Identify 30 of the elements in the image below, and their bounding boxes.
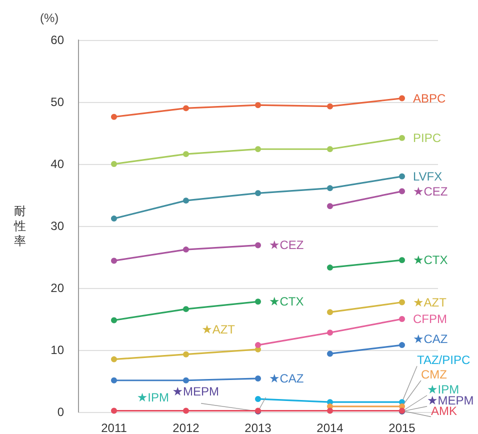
x-tick-label: 2014 — [316, 421, 344, 434]
text: ★MEPM — [172, 384, 219, 398]
series-label: ★CEZ — [269, 238, 304, 252]
series-label: ★AZT — [413, 295, 448, 310]
text: (%) — [40, 11, 59, 25]
x-tick-label: 2015 — [388, 421, 416, 434]
x-tick-label: 2013 — [244, 421, 272, 434]
series-label: ★CTX — [269, 294, 304, 309]
y-tick-label: 60 — [50, 33, 64, 47]
series-label: ★CTX — [413, 253, 448, 268]
y-tick-label: 40 — [50, 157, 64, 171]
text: TAZ/PIPC — [417, 353, 470, 368]
y-tick-label: 50 — [50, 95, 64, 109]
y-tick-label: 0 — [57, 405, 64, 419]
series-label: ABPC — [413, 91, 446, 106]
series-label: PIPC — [413, 130, 442, 145]
series-label: ★CAZ — [413, 332, 448, 346]
text: CMZ — [421, 367, 447, 382]
series-label: ★CEZ — [413, 184, 448, 198]
y-tick-label: 10 — [50, 343, 64, 357]
x-tick-label: 2012 — [172, 421, 200, 434]
x-tick-label: 2011 — [101, 421, 128, 434]
y-tick-label: 30 — [50, 219, 64, 233]
series-label: LVFX — [413, 169, 442, 184]
series-label: ★AZT — [202, 322, 236, 336]
series-label: CFPM — [413, 312, 447, 326]
y-tick-label: 20 — [50, 281, 64, 295]
y-axis-title: 耐性率 — [13, 204, 26, 248]
series-label: ★CAZ — [269, 372, 304, 386]
text: ★IPM — [136, 390, 169, 404]
